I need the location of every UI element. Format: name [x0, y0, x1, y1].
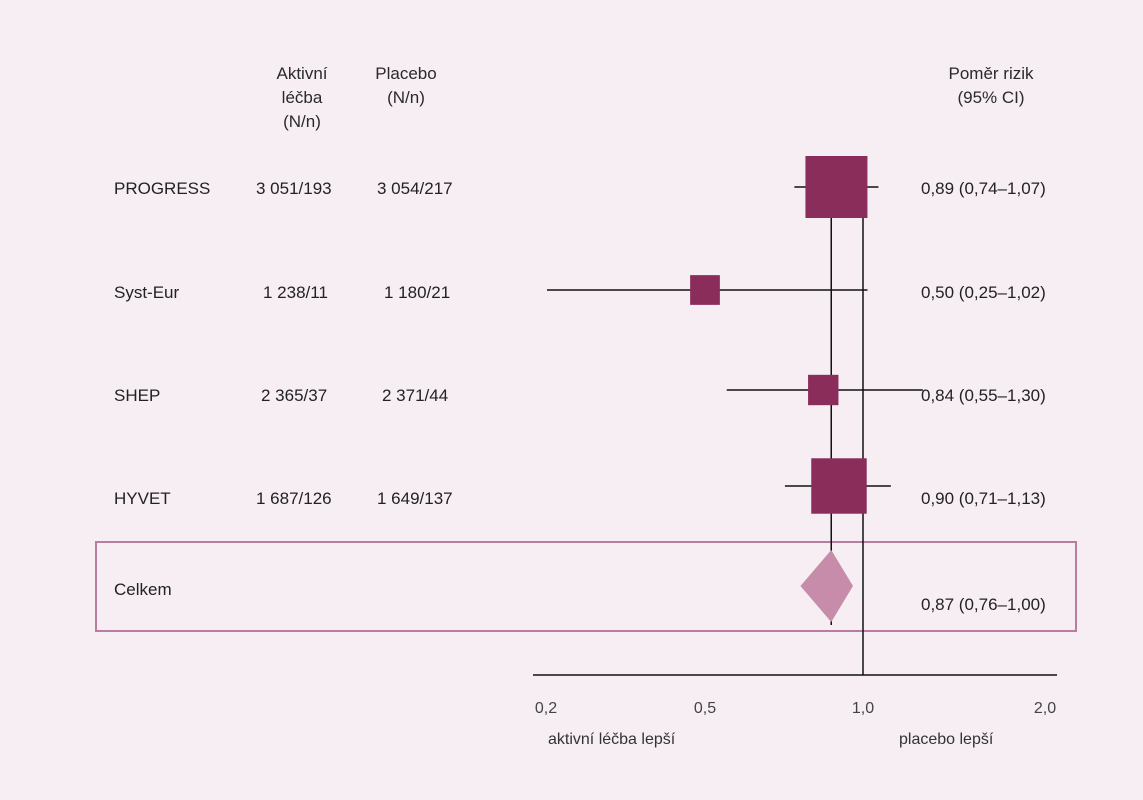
placebo-syst-eur: 1 180/21	[384, 283, 451, 302]
header-ratio: Poměr rizik (95% CI)	[925, 62, 1057, 110]
study-marker-1	[690, 275, 720, 305]
study-name-progress: PROGRESS	[114, 179, 211, 198]
header-active-line2: léčba	[281, 88, 323, 107]
study-marker-2	[808, 374, 839, 406]
header-ratio-line1: Poměr rizik	[948, 64, 1034, 83]
axis-left-label: aktivní léčba lepší	[548, 731, 676, 748]
study-marker-0	[805, 156, 868, 218]
placebo-shep: 2 371/44	[382, 386, 449, 405]
ratio-syst-eur: 0,50 (0,25–1,02)	[921, 283, 1046, 302]
header-active: Aktivní léčba (N/n)	[262, 62, 342, 134]
tick-label-0: 0,2	[534, 700, 558, 717]
study-marker-3	[811, 458, 867, 514]
study-name-shep: SHEP	[114, 386, 161, 405]
header-active-line3: (N/n)	[283, 112, 321, 131]
tick-label-3: 2,0	[1033, 700, 1057, 717]
axis-right-label: placebo lepší	[899, 731, 994, 748]
ratio-progress: 0,89 (0,74–1,07)	[921, 179, 1046, 198]
header-placebo-line1: Placebo	[375, 64, 437, 83]
placebo-progress: 3 054/217	[377, 179, 453, 198]
header-placebo-line2: (N/n)	[387, 88, 425, 107]
header-active-line1: Aktivní	[276, 64, 328, 83]
active-shep: 2 365/37	[261, 386, 328, 405]
overall-ratio: 0,87 (0,76–1,00)	[921, 595, 1046, 614]
ratio-hyvet: 0,90 (0,71–1,13)	[921, 489, 1046, 508]
tick-label-1: 0,5	[693, 700, 717, 717]
overall-box	[95, 541, 1077, 632]
header-placebo: Placebo (N/n)	[364, 62, 448, 110]
overall-diamond	[800, 550, 853, 622]
active-syst-eur: 1 238/11	[263, 283, 328, 302]
tick-label-2: 1,0	[851, 700, 875, 717]
active-progress: 3 051/193	[256, 179, 332, 198]
study-name-hyvet: HYVET	[114, 489, 171, 508]
ratio-shep: 0,84 (0,55–1,30)	[921, 386, 1046, 405]
study-name-syst-eur: Syst-Eur	[114, 283, 180, 302]
active-hyvet: 1 687/126	[256, 489, 332, 508]
header-ratio-line2: (95% CI)	[957, 88, 1025, 107]
placebo-hyvet: 1 649/137	[377, 489, 453, 508]
overall-label: Celkem	[114, 580, 172, 599]
